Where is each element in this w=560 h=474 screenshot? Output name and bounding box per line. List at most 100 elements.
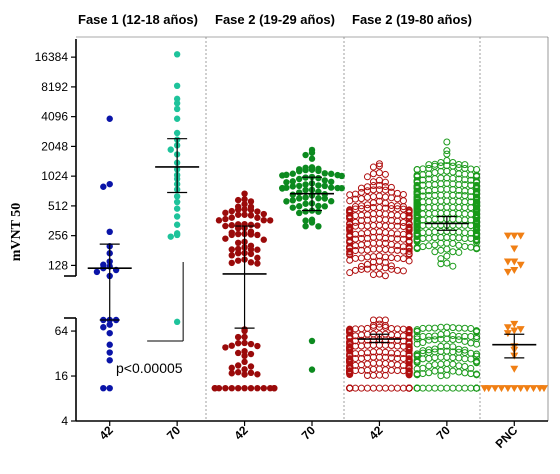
point-7-8 [510, 267, 519, 275]
point-5-69 [369, 210, 377, 218]
point-6-562 [449, 367, 457, 375]
point-5-107 [375, 221, 383, 229]
point-3-8 [241, 206, 248, 213]
point-3-80 [228, 370, 235, 377]
point-4-50 [321, 195, 328, 202]
y-tick-label-128: 128 [48, 258, 68, 272]
point-7-21 [516, 385, 525, 393]
point-5-436 [393, 367, 401, 375]
point-7-24 [491, 385, 500, 393]
point-4-41 [302, 186, 309, 194]
point-7-23 [523, 385, 532, 393]
point-4-43 [296, 189, 303, 196]
point-5-405 [363, 360, 371, 368]
point-3-18 [228, 214, 235, 221]
point-5-519 [405, 384, 413, 392]
point-4-31 [296, 182, 303, 190]
point-6-576 [443, 384, 451, 392]
point-3-89 [260, 384, 267, 392]
point-6-461 [443, 245, 451, 253]
point-7-22 [497, 385, 506, 393]
point-6-466 [443, 252, 451, 260]
point-6-429 [455, 234, 463, 242]
point-6-325 [431, 215, 439, 223]
point-5-76 [399, 212, 407, 220]
y-tick-label-256: 256 [48, 229, 68, 243]
point-3-65 [247, 340, 255, 348]
point-7-25 [529, 385, 538, 393]
point-4-38 [338, 184, 345, 192]
point-5-211 [363, 253, 371, 261]
point-6-563 [431, 367, 439, 375]
point-6-125 [449, 191, 457, 199]
point-4-67 [302, 222, 309, 230]
point-6-64 [455, 181, 463, 189]
point-5-250 [393, 325, 401, 333]
point-3-12 [254, 208, 261, 215]
point-3-5 [241, 200, 248, 208]
point-2-26 [173, 318, 181, 326]
point-5-17 [375, 186, 383, 194]
point-6-283 [467, 210, 475, 218]
point-6-226 [443, 203, 451, 211]
point-6-25 [449, 168, 457, 176]
point-6-462 [437, 246, 445, 254]
point-6-564 [455, 368, 463, 376]
point-6-575 [437, 372, 445, 380]
point-6-19 [467, 165, 475, 173]
point-6-566 [461, 369, 469, 377]
point-7-1 [510, 232, 519, 240]
point-6-517 [461, 346, 469, 354]
point-6-485 [473, 328, 481, 336]
point-4-15 [328, 170, 335, 178]
point-4-69 [308, 337, 316, 345]
point-6-574 [443, 371, 451, 379]
point-6-531 [473, 350, 481, 358]
point-4-62 [315, 208, 322, 215]
point-4-53 [283, 198, 290, 205]
point-6-527 [467, 349, 475, 357]
point-4-4 [308, 155, 316, 162]
point-6-505 [425, 336, 433, 344]
point-1-3 [100, 183, 107, 190]
point-6-494 [467, 333, 475, 341]
point-6-164 [419, 198, 427, 206]
point-5-215 [351, 254, 359, 262]
point-3-68 [222, 344, 229, 351]
point-5-1 [375, 160, 383, 168]
point-5-469 [381, 371, 389, 379]
point-5-434 [387, 366, 395, 374]
point-6-397 [419, 229, 427, 237]
point-3-83 [241, 384, 248, 392]
point-5-472 [369, 384, 377, 392]
point-7-3 [516, 232, 525, 240]
point-6-232 [461, 204, 469, 212]
point-6-538 [431, 354, 439, 362]
point-7-13 [510, 327, 519, 335]
point-4-13 [321, 170, 328, 177]
point-4-3 [302, 151, 309, 159]
point-5-242 [369, 321, 377, 329]
point-5-31 [387, 194, 395, 202]
point-6-426 [437, 234, 445, 242]
point-2-5 [173, 105, 181, 113]
point-4-39 [279, 185, 286, 192]
point-3-37 [228, 231, 235, 239]
point-6-2 [443, 147, 451, 155]
point-6-277 [449, 209, 457, 217]
point-5-39 [381, 199, 389, 207]
point-3-20 [222, 215, 229, 223]
point-6-395 [425, 228, 433, 236]
point-6-18 [419, 165, 427, 173]
x-tick-label-3: 42 [231, 423, 251, 443]
point-5-465 [346, 371, 354, 379]
point-6-518 [419, 347, 427, 355]
point-5-476 [357, 384, 365, 392]
point-4-14 [289, 170, 296, 177]
point-7-29 [540, 385, 548, 393]
point-3-42 [234, 239, 242, 247]
point-6-582 [461, 384, 469, 392]
point-1-24 [100, 384, 107, 392]
point-5-479 [399, 384, 407, 392]
x-axis: 42 70 42 70 42 70 PNC [96, 421, 521, 451]
